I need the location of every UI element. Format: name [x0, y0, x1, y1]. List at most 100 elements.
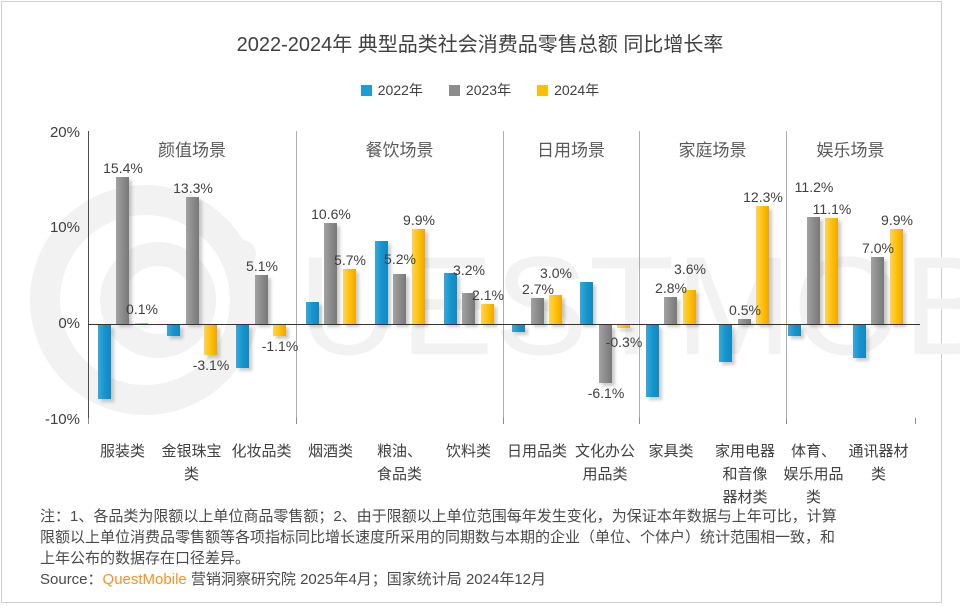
bar-2023年-烟酒类	[324, 223, 337, 324]
category-label: 日用品类	[506, 443, 567, 460]
category-label: 饮料类	[445, 443, 491, 460]
bar-2022年-家用电器和音像器材类	[719, 325, 732, 362]
category-label: 家具类	[648, 443, 694, 460]
data-label: 5.1%	[246, 258, 278, 274]
watermark-text: UESTMOBILE	[298, 227, 960, 384]
category-label: 金银珠宝 类	[161, 443, 222, 483]
data-label: 11.1%	[812, 201, 852, 217]
y-axis-tick-label: 10%	[49, 219, 80, 236]
data-label: 9.9%	[403, 212, 435, 228]
data-label: 15.4%	[103, 160, 143, 176]
legend-label-2024: 2024年	[554, 82, 600, 98]
chart-title: 2022-2024年 典型品类社会消费品零售总额 同比增长率	[236, 34, 724, 56]
bar-2023年-金银珠宝类	[186, 197, 199, 324]
data-label: 12.3%	[743, 189, 783, 205]
source-line: Source：QuestMobile 营销洞察研究院 2025年4月；国家统计局…	[40, 569, 930, 590]
scene-title: 颜值场景	[158, 141, 226, 160]
bar-2023年-日用品类	[531, 298, 544, 324]
x-axis-tick	[786, 418, 787, 424]
bar-2022年-粮油、食品类	[375, 241, 388, 324]
y-axis-line	[88, 131, 89, 418]
data-label: 9.9%	[881, 212, 913, 228]
y-axis-tick-label: 20%	[49, 124, 80, 141]
data-label: 7.0%	[862, 240, 894, 256]
bar-2022年-通讯器材类	[853, 325, 866, 358]
scene-title: 娱乐场景	[816, 141, 885, 160]
data-label: 2.8%	[655, 280, 687, 296]
data-label: 2.7%	[522, 281, 554, 297]
bar-2023年-粮油、食品类	[393, 274, 406, 324]
bar-2024年-家用电器和音像器材类	[756, 206, 769, 324]
y-axis-tick-label: -10%	[44, 411, 80, 428]
bar-2022年-服装类	[98, 325, 111, 399]
data-label: -1.1%	[261, 338, 299, 354]
data-label: 3.0%	[540, 265, 572, 281]
category-label: 化妆品类	[231, 443, 292, 460]
data-label: 3.2%	[453, 262, 485, 278]
category-label: 文化办公 用品类	[574, 443, 635, 483]
bar-2024年-服装类	[135, 323, 148, 324]
bar-2022年-金银珠宝类	[167, 325, 180, 336]
bar-2024年-家具类	[683, 290, 696, 324]
legend-item-2024: 2024年	[537, 80, 599, 100]
bar-2023年-家具类	[664, 297, 677, 324]
bar-2024年-日用品类	[549, 295, 562, 324]
data-label: 13.3%	[173, 180, 213, 196]
bar-2024年-粮油、食品类	[412, 229, 425, 324]
data-label: -6.1%	[587, 385, 625, 401]
data-label: 5.2%	[384, 251, 416, 267]
x-axis-tick	[88, 418, 89, 424]
scene-title: 家庭场景	[678, 141, 747, 160]
bar-2022年-体育、娱乐用品类	[788, 325, 801, 336]
category-label: 通讯器材 类	[848, 443, 909, 483]
bar-2024年-饮料类	[481, 304, 494, 324]
source-prefix: Source：	[40, 571, 103, 588]
data-label: 0.5%	[729, 302, 761, 318]
source-brand: QuestMobile	[102, 571, 187, 588]
legend-swatch-2023	[448, 84, 460, 96]
y-axis-tick-label: 0%	[58, 315, 80, 332]
data-label: -0.3%	[605, 334, 643, 350]
legend-label-2023: 2023年	[465, 82, 512, 98]
bar-2023年-文化办公用品类	[599, 325, 612, 383]
scene-title: 日用场景	[537, 141, 605, 160]
bar-2023年-通讯器材类	[871, 257, 884, 324]
scene-title: 餐饮场景	[365, 141, 434, 160]
footnotes: 注：1、各品类为限额以上单位商品零售额；2、由于限额以上单位范围每年发生变化，为…	[40, 506, 930, 590]
bar-2022年-文化办公用品类	[580, 282, 593, 324]
legend-label-2022: 2022年	[377, 82, 423, 98]
legend-item-2023: 2023年	[448, 80, 512, 100]
bar-2023年-化妆品类	[255, 275, 268, 324]
scene-separator	[786, 131, 787, 418]
bar-2022年-饮料类	[444, 273, 457, 324]
data-label: -3.1%	[192, 357, 230, 373]
bar-2024年-烟酒类	[343, 269, 356, 324]
legend: 2022年 2023年 2024年	[0, 80, 960, 100]
bar-2022年-化妆品类	[236, 325, 249, 368]
scene-separator	[503, 131, 504, 418]
footnote-line: 上年公布的数据存在口径差异。	[40, 550, 251, 567]
bar-2022年-烟酒类	[306, 302, 319, 324]
scene-separator	[296, 131, 297, 418]
legend-item-2022: 2022年	[360, 80, 423, 100]
data-label: 2.1%	[472, 287, 504, 303]
data-label: 5.7%	[334, 252, 366, 268]
data-label: 10.6%	[311, 206, 351, 222]
bar-2022年-家具类	[646, 325, 659, 397]
legend-swatch-2022	[360, 84, 372, 96]
category-label: 服装类	[99, 443, 145, 460]
category-label: 体育、 娱乐用品 类	[783, 443, 844, 506]
watermark-logo-dot	[228, 240, 256, 268]
bar-2023年-家用电器和音像器材类	[738, 319, 751, 324]
source-suffix: 营销洞察研究院 2025年4月；国家统计局 2024年12月	[186, 571, 547, 588]
zero-baseline	[88, 324, 920, 325]
bar-2022年-日用品类	[512, 325, 525, 332]
x-axis-tick	[639, 418, 640, 424]
footnote-line: 限额以上单位消费品零售额等各项指标同比增长速度所采用的同期数与本期的企业（单位、…	[40, 529, 836, 546]
bar-2024年-金银珠宝类	[204, 325, 217, 355]
footnote-line: 注：1、各品类为限额以上单位商品零售额；2、由于限额以上单位范围每年发生变化，为…	[40, 508, 837, 525]
x-axis-tick	[915, 418, 916, 424]
bar-2023年-体育、娱乐用品类	[807, 217, 820, 324]
